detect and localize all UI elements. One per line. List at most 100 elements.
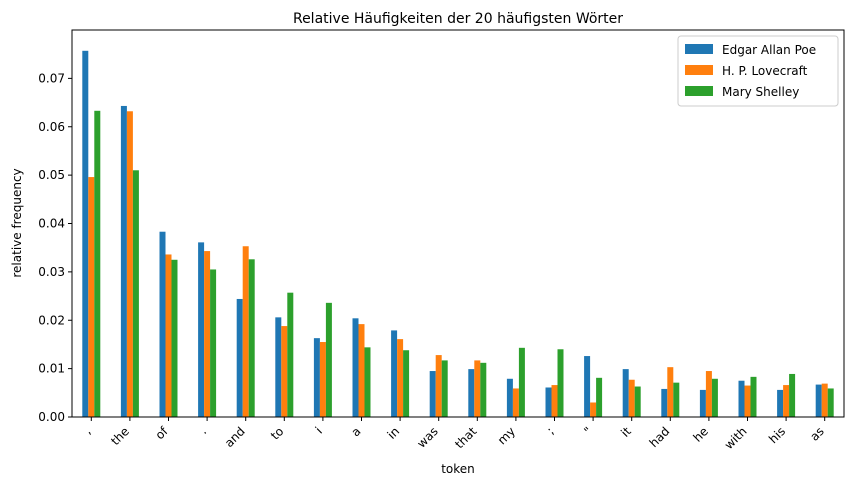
x-tick-label: a [349, 424, 364, 439]
bar-s2-4 [248, 259, 255, 417]
bar-s0-4 [236, 298, 243, 417]
bar-s2-14 [634, 386, 641, 417]
bar-s1-2 [165, 254, 172, 417]
bar-s0-17 [738, 380, 745, 417]
bar-s0-10 [468, 369, 475, 417]
x-tick-label: ; [544, 424, 557, 437]
y-tick-label: 0.04 [38, 217, 65, 231]
bar-s0-16 [699, 389, 706, 417]
plot-frame [71, 29, 845, 418]
bar-s2-8 [403, 350, 410, 417]
bar-s1-19 [821, 383, 828, 417]
bar-s1-8 [397, 339, 404, 417]
bar-s1-13 [590, 402, 597, 417]
y-axis: 0.00 0.01 0.02 0.03 0.04 0.05 0.06 0.07 [38, 71, 72, 424]
bar-s1-18 [783, 385, 790, 417]
bar-s0-18 [777, 389, 784, 417]
bar-s1-3 [204, 251, 211, 417]
bar-s0-9 [429, 371, 436, 417]
bar-s2-10 [480, 362, 487, 417]
bar-s1-12 [551, 385, 558, 417]
bar-s0-5 [275, 317, 282, 417]
x-tick-label: as [807, 424, 827, 444]
bar-s2-5 [287, 292, 294, 417]
y-tick-label: 0.02 [38, 313, 65, 327]
x-tick-label: that [452, 424, 479, 451]
bar-s0-15 [661, 388, 668, 417]
bar-s0-6 [313, 338, 320, 417]
x-tick-label: . [197, 424, 210, 437]
bar-s2-15 [673, 382, 680, 417]
bar-s0-3 [198, 242, 205, 417]
bar-s2-7 [364, 347, 371, 417]
x-tick-label: my [495, 424, 518, 447]
bar-s0-1 [120, 105, 127, 417]
bar-s0-8 [391, 330, 398, 417]
bar-s1-11 [512, 388, 519, 417]
legend-box [677, 35, 839, 107]
x-tick-label: his [766, 424, 788, 446]
bar-s2-2 [171, 259, 178, 417]
bar-s0-12 [545, 387, 552, 417]
bar-s2-1 [132, 170, 139, 417]
bar-s2-0 [94, 110, 101, 417]
chart-title: Relative Häufigkeiten der 20 häufigsten … [293, 11, 623, 27]
x-axis-label: token [441, 462, 475, 476]
y-tick-label: 0.06 [38, 120, 65, 134]
bar-s0-7 [352, 318, 359, 417]
x-tick-label: it [618, 424, 634, 440]
x-tick-label: , [81, 424, 94, 437]
x-tick-label: he [691, 424, 712, 445]
bar-s0-13 [584, 356, 591, 417]
y-tick-label: 0.07 [38, 71, 65, 85]
x-tick-label: in [385, 424, 403, 442]
bar-s1-9 [435, 355, 442, 417]
bar-s2-9 [441, 360, 448, 417]
x-tick-label: had [647, 424, 673, 450]
bar-s2-11 [518, 347, 525, 417]
bar-s1-16 [705, 371, 712, 417]
bar-s0-14 [622, 369, 629, 417]
x-tick-label: i [313, 424, 325, 436]
bar-s1-7 [358, 324, 365, 417]
legend-swatch-1 [685, 65, 713, 75]
bar-s1-15 [667, 367, 674, 417]
x-axis: , the of. and to i a in was that my; " it had he with hi… [81, 417, 827, 452]
bar-s0-11 [506, 378, 513, 417]
bar-s1-6 [319, 342, 326, 417]
x-tick-label: of [153, 424, 172, 443]
bar-s1-0 [88, 177, 95, 417]
bar-s1-17 [744, 385, 751, 417]
bar-s1-10 [474, 360, 481, 417]
bar-s2-16 [711, 378, 718, 417]
bar-s0-0 [82, 50, 89, 418]
x-tick-label: to [268, 424, 286, 442]
bar-s1-14 [628, 379, 635, 417]
bar-s2-12 [557, 349, 564, 417]
bar-s0-19 [815, 384, 822, 417]
y-tick-label: 0.00 [38, 410, 65, 424]
bar-s2-17 [750, 376, 757, 417]
legend-label-1: H. P. Lovecraft [722, 64, 808, 78]
bar-s2-19 [827, 388, 834, 417]
bar-s2-3 [210, 269, 217, 417]
bar-s0-2 [159, 231, 166, 417]
y-axis-label: relative frequency [10, 168, 24, 277]
bar-s1-1 [126, 111, 133, 418]
x-tick-label: and [222, 424, 248, 450]
legend-swatch-2 [685, 86, 713, 96]
bar-s2-18 [789, 373, 796, 417]
bar-s1-5 [281, 326, 288, 417]
x-tick-label: the [108, 424, 132, 448]
bar-s1-4 [242, 246, 249, 417]
y-tick-label: 0.03 [38, 265, 65, 279]
legend-swatch-0 [685, 44, 713, 54]
bar-s2-6 [325, 302, 332, 417]
legend-label-0: Edgar Allan Poe [722, 43, 816, 57]
legend: Edgar Allan Poe H. P. Lovecraft Mary Shell… [677, 35, 839, 107]
bar-s2-13 [596, 377, 603, 417]
y-tick-label: 0.05 [38, 168, 65, 182]
y-tick-label: 0.01 [38, 362, 65, 376]
bars-group [82, 50, 834, 418]
legend-label-2: Mary Shelley [722, 85, 799, 99]
